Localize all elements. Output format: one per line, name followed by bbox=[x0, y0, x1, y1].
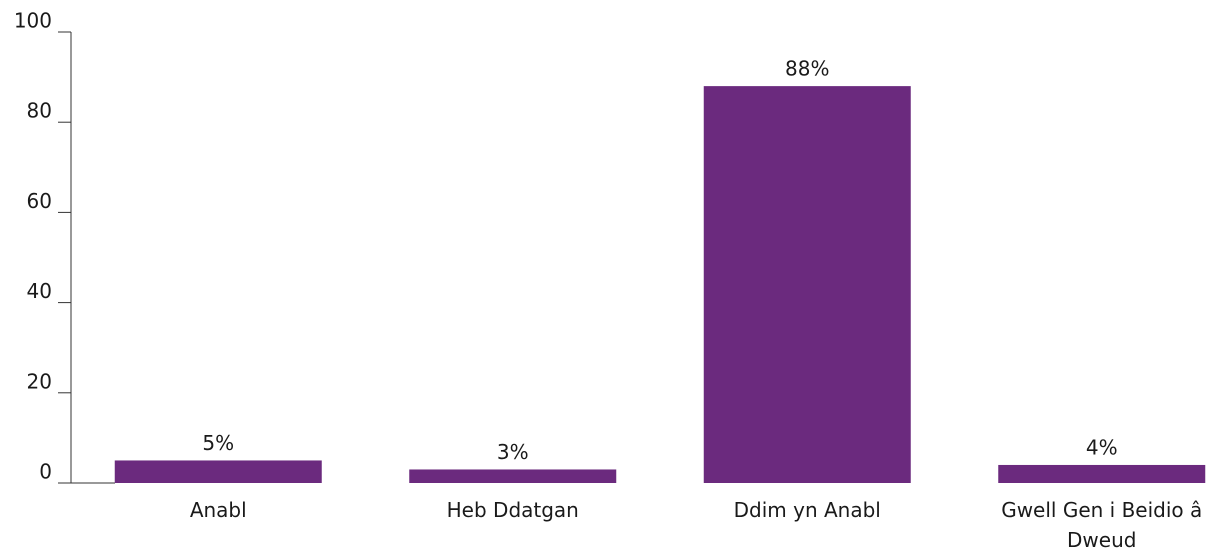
y-tick-label: 60 bbox=[27, 189, 52, 213]
bar bbox=[409, 469, 617, 483]
bar bbox=[998, 464, 1206, 483]
x-tick-label: Heb Ddatgan bbox=[446, 498, 579, 522]
y-tick-label: 20 bbox=[27, 369, 52, 393]
bar bbox=[114, 460, 322, 483]
x-tick-label: Gwell Gen i Beidio â Dweud bbox=[1001, 498, 1203, 552]
y-tick-label: 80 bbox=[27, 99, 52, 123]
bar bbox=[703, 86, 911, 484]
y-tick-label: 40 bbox=[27, 279, 52, 303]
x-tick-label: Anabl bbox=[189, 498, 247, 522]
y-tick-label: 100 bbox=[14, 9, 52, 33]
value-label: 88% bbox=[785, 57, 829, 81]
value-label: 5% bbox=[202, 431, 234, 455]
value-label: 4% bbox=[1086, 435, 1118, 459]
x-tick-label: Ddim yn Anabl bbox=[733, 498, 881, 522]
value-label: 3% bbox=[497, 440, 529, 464]
y-tick-label: 0 bbox=[39, 460, 52, 484]
